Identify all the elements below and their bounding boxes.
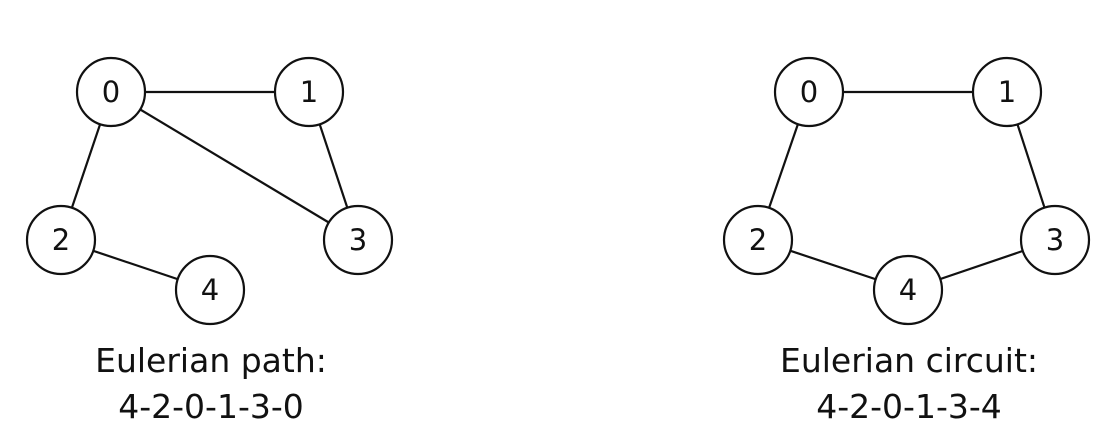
node-label: 3 <box>349 223 367 257</box>
node-1: 1 <box>273 56 345 128</box>
node-1: 1 <box>971 56 1043 128</box>
node-label: 0 <box>102 75 120 109</box>
node-circle <box>75 56 147 128</box>
node-circle <box>322 204 394 276</box>
node-label: 4 <box>899 273 917 307</box>
node-2: 2 <box>722 204 794 276</box>
eulerian-circuit-graph: 0 1 2 3 4 Eulerian circuit: 4-2-0-1-3-4 <box>722 56 1091 426</box>
node-circle <box>773 56 845 128</box>
node-circle <box>174 254 246 326</box>
node-circle <box>971 56 1043 128</box>
node-circle <box>1019 204 1091 276</box>
node-3: 3 <box>322 204 394 276</box>
node-circle <box>722 204 794 276</box>
node-0: 0 <box>773 56 845 128</box>
eulerian-path-sequence: 4-2-0-1-3-0 <box>118 387 304 426</box>
node-4: 4 <box>872 254 944 326</box>
node-label: 1 <box>998 75 1016 109</box>
node-label: 0 <box>800 75 818 109</box>
node-0: 0 <box>75 56 147 128</box>
eulerian-path-graph: 0 1 2 3 4 Eulerian path: 4-2-0-1-3-0 <box>25 56 394 426</box>
node-label: 3 <box>1046 223 1064 257</box>
node-3: 3 <box>1019 204 1091 276</box>
node-circle <box>273 56 345 128</box>
node-circle <box>872 254 944 326</box>
eulerian-circuit-title: Eulerian circuit: <box>780 341 1038 380</box>
node-4: 4 <box>174 254 246 326</box>
eulerian-path-title: Eulerian path: <box>95 341 327 380</box>
node-circle <box>25 204 97 276</box>
node-label: 2 <box>749 223 767 257</box>
node-2: 2 <box>25 204 97 276</box>
node-label: 4 <box>201 273 219 307</box>
edge-0-3 <box>110 91 359 241</box>
node-label: 2 <box>52 223 70 257</box>
node-label: 1 <box>300 75 318 109</box>
eulerian-circuit-sequence: 4-2-0-1-3-4 <box>816 387 1002 426</box>
